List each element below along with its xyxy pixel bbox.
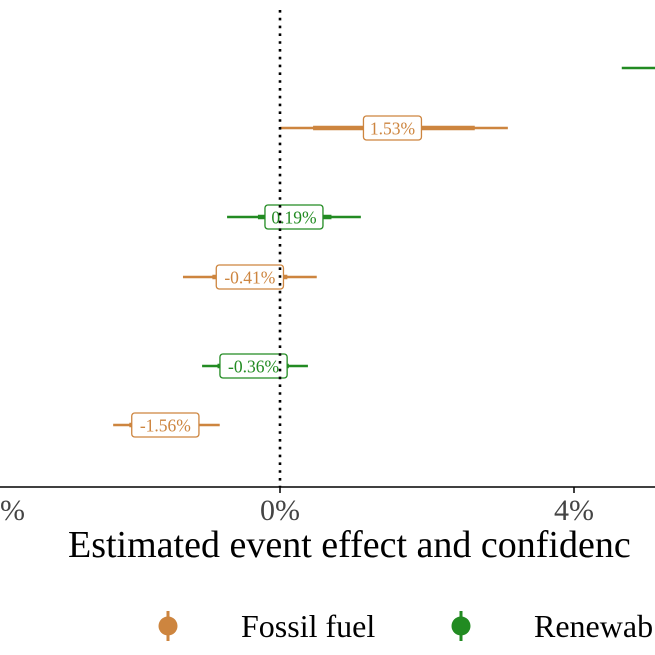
estimate-value-label: 0.19% <box>271 208 316 228</box>
estimate-row: -0.41% <box>182 264 317 290</box>
legend-entry: Fossil fuel <box>158 608 375 644</box>
legend-label: Renewab <box>534 608 653 644</box>
estimate-row: 1.53% <box>280 115 508 141</box>
estimate-row: -0.36% <box>202 353 308 379</box>
estimate-value-label: -0.36% <box>228 357 279 377</box>
legend-key-dot <box>451 616 471 636</box>
x-tick-label: 0% <box>260 494 300 527</box>
legend-entry: Renewab <box>451 608 653 644</box>
x-axis-label: Estimated event effect and confidenc <box>68 524 631 566</box>
estimate-value-label: -1.56% <box>140 416 191 436</box>
estimate-value-label: 1.53% <box>370 119 415 139</box>
legend: Fossil fuel Renewab <box>158 608 653 644</box>
estimate-row: 0.19% <box>227 204 361 230</box>
x-tick-label: 4% <box>554 494 594 527</box>
x-axis-ticks: % 0% 4% <box>0 487 594 527</box>
legend-label: Fossil fuel <box>241 608 375 644</box>
x-tick-label: % <box>0 494 25 527</box>
plot-area: 1.53% 0.19% -0.41% -0.36% -1.56% <box>113 66 655 438</box>
estimate-label-box <box>219 353 288 379</box>
estimate-label-box <box>362 115 423 141</box>
legend-key-dot <box>158 616 178 636</box>
estimate-label-box <box>215 264 285 290</box>
estimate-row: -1.56% <box>113 412 220 438</box>
estimate-value-label: -0.41% <box>224 268 275 288</box>
estimate-label-box <box>131 412 200 438</box>
